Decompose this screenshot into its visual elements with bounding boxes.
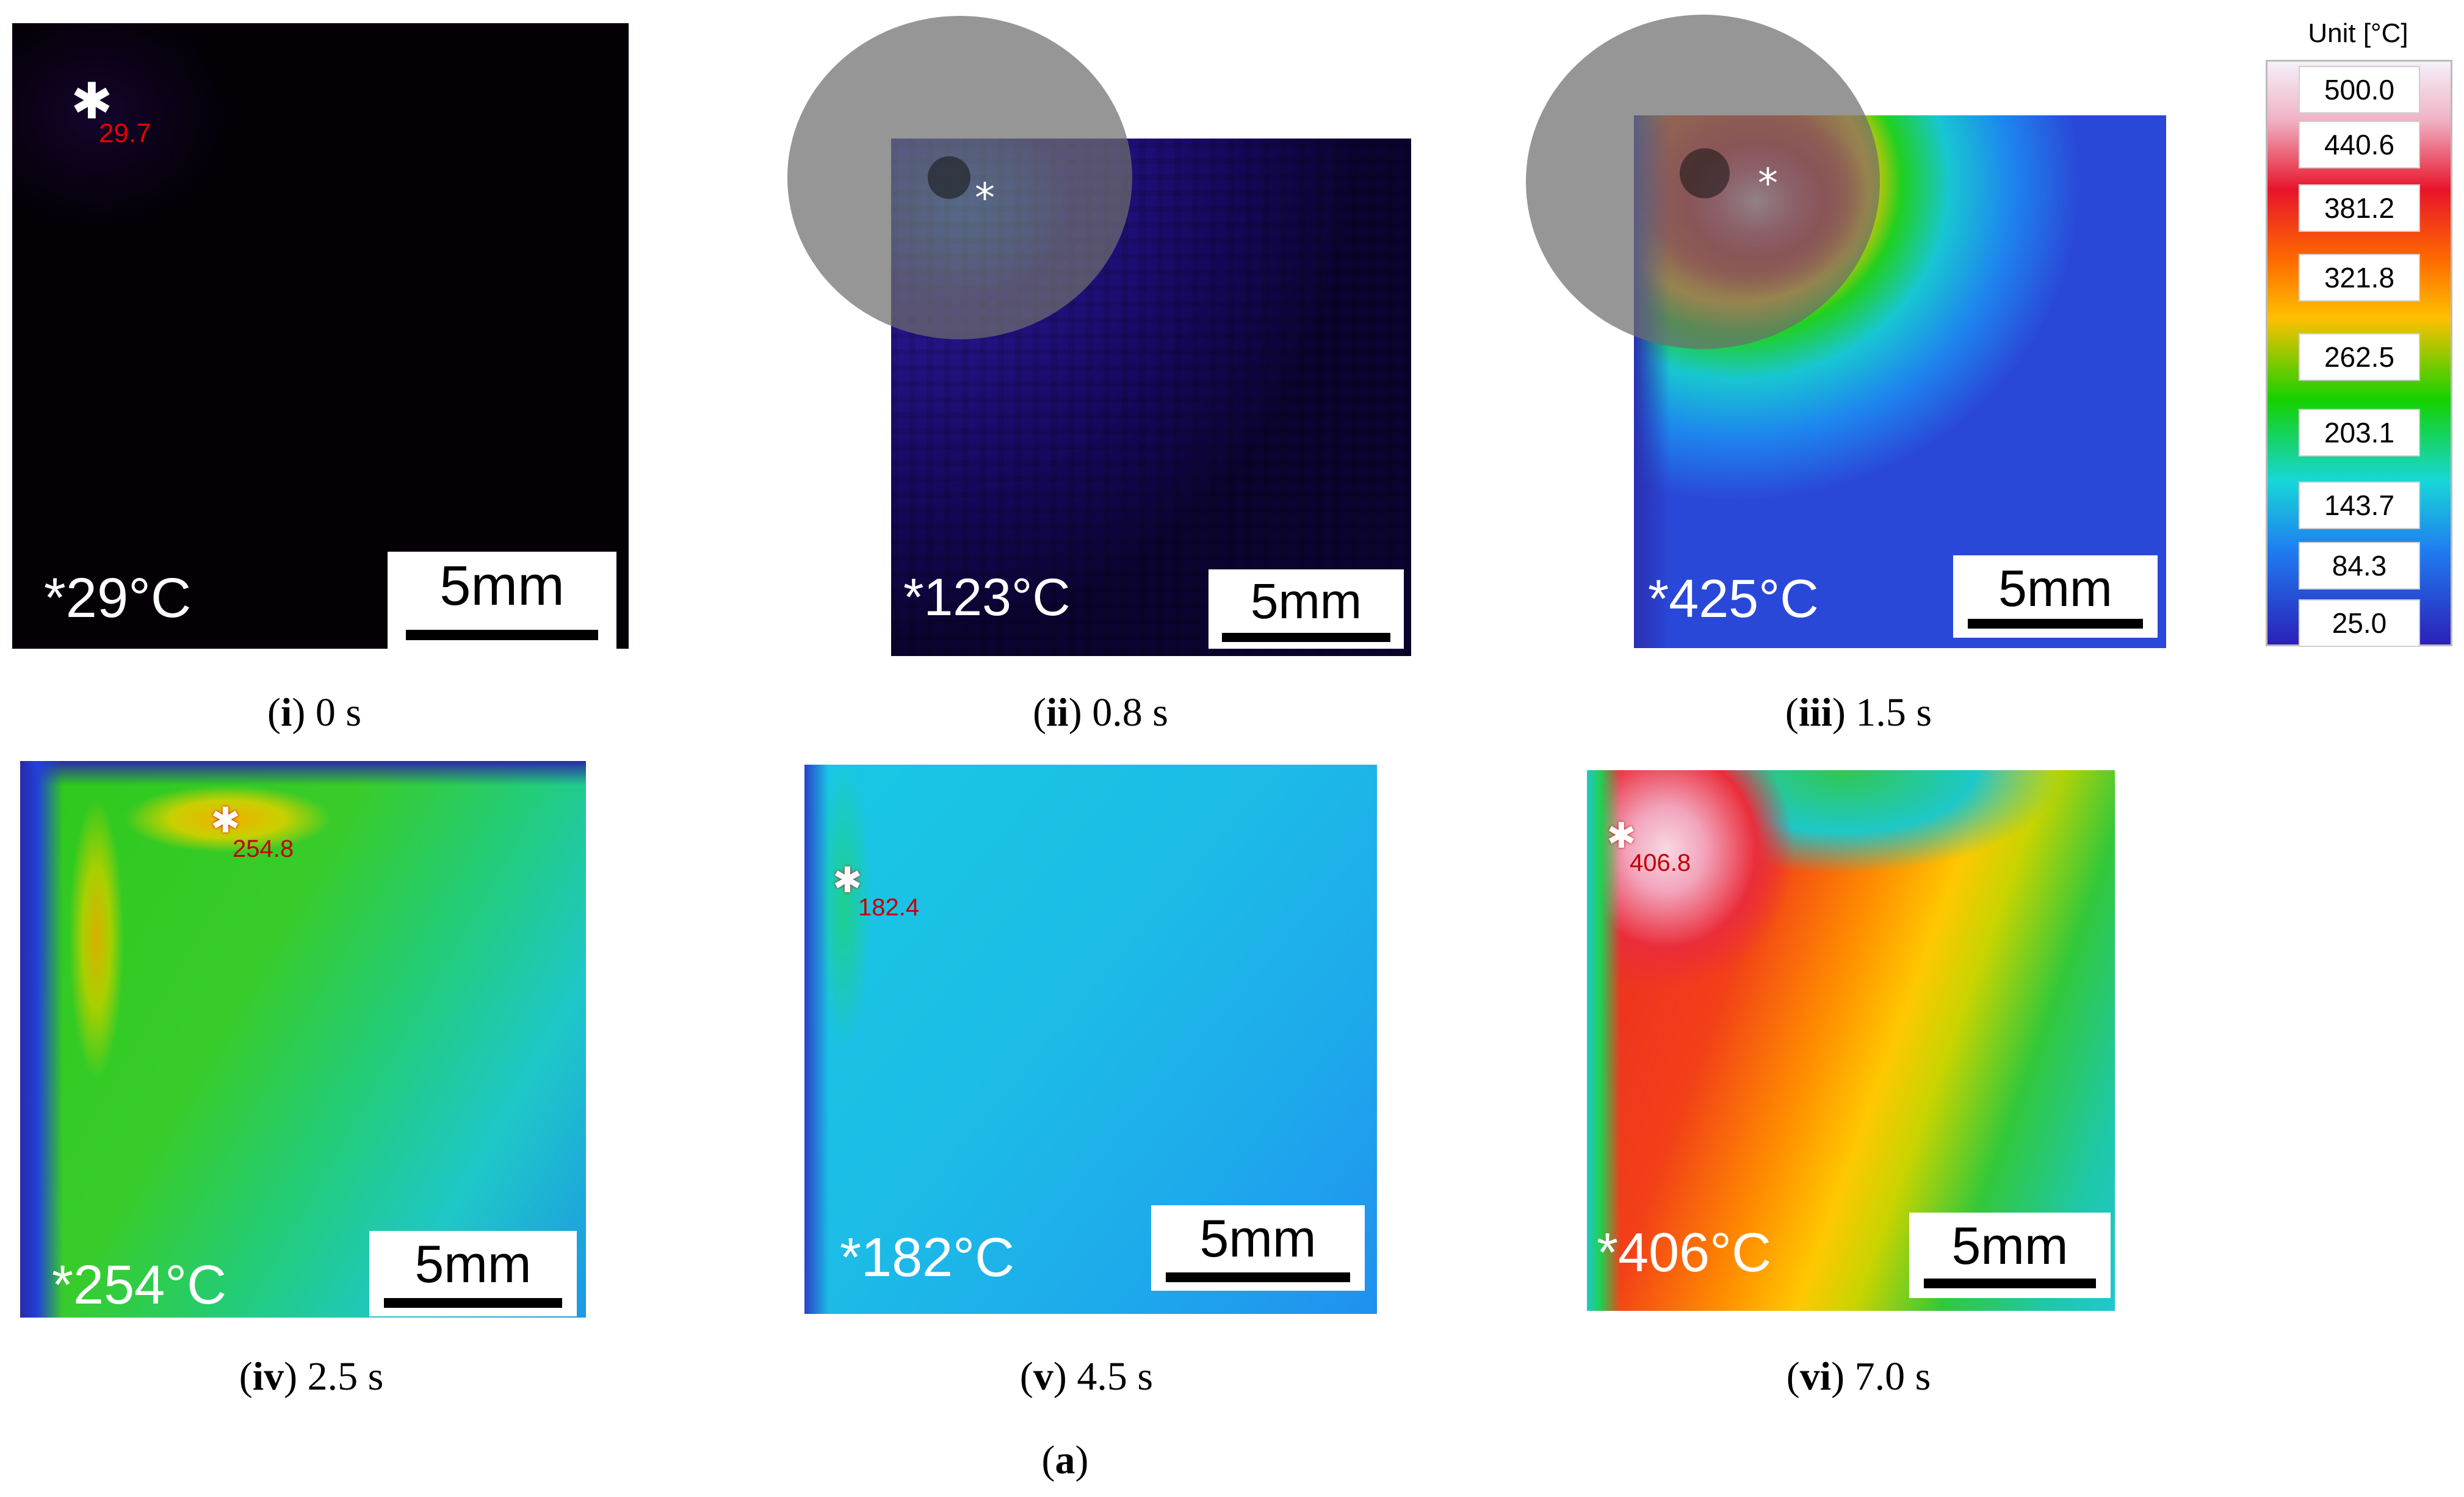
measurement-marker-icon: * — [975, 175, 995, 222]
max-temperature-label: *182°C — [840, 1227, 1015, 1288]
colorbar-tick: 381.2 — [2299, 184, 2420, 232]
scale-bar-label: 5mm — [1199, 1210, 1317, 1268]
figure-caption: (a) — [1041, 1438, 1089, 1482]
scale-bar-label: 5mm — [1951, 1217, 2068, 1275]
max-temperature-label: *254°C — [52, 1255, 227, 1316]
panel-caption-iv: (iv) 2.5 s — [239, 1354, 384, 1399]
thermal-image-vi: ✱ 406.8 *406°C 5mm — [1587, 770, 2115, 1311]
colorbar-tick: 321.8 — [2299, 254, 2420, 301]
measurement-marker-icon: ✱ — [1606, 815, 1636, 856]
scale-bar: 5mm — [388, 552, 616, 649]
colorbar-tick: 143.7 — [2299, 482, 2420, 529]
scale-bar: 5mm — [1209, 569, 1404, 649]
max-temperature-label: *425°C — [1648, 568, 1819, 629]
point-readout: 406.8 — [1630, 850, 1691, 876]
scale-bar-line — [384, 1298, 562, 1308]
panel-caption-iii: (iii) 1.5 s — [1785, 690, 1932, 735]
scale-bar-label: 5mm — [1998, 560, 2112, 617]
scale-bar: 5mm — [1953, 555, 2158, 638]
panel-time: 0 s — [315, 690, 361, 735]
point-readout: 182.4 — [858, 894, 920, 921]
colorbar-tick: 25.0 — [2299, 599, 2420, 647]
panel-caption-i: (i) 0 s — [267, 690, 361, 735]
colorbar-tick: 84.3 — [2299, 542, 2420, 590]
panel-id: v — [1033, 1354, 1053, 1399]
measurement-marker-icon: ✱ — [211, 799, 240, 841]
scale-bar: 5mm — [1909, 1213, 2111, 1298]
panel-caption-vi: (vi) 7.0 s — [1786, 1354, 1931, 1399]
colorbar-tick: 203.1 — [2299, 409, 2420, 456]
panel-time: 0.8 s — [1092, 690, 1168, 735]
scale-bar-label: 5mm — [1250, 574, 1362, 629]
panel-caption-v: (v) 4.5 s — [1019, 1354, 1154, 1399]
scale-bar-label: 5mm — [439, 555, 565, 617]
panel-id: iv — [252, 1354, 284, 1399]
point-readout: 29.7 — [99, 118, 151, 148]
measurement-marker-icon: ✱ — [833, 859, 862, 901]
measurement-marker-icon: * — [1758, 160, 1778, 207]
scale-bar-line — [1924, 1279, 2096, 1288]
panel-id: i — [280, 690, 292, 735]
scale-bar: 5mm — [369, 1231, 577, 1316]
thermal-image-iv: ✱ 254.8 *254°C 5mm — [20, 761, 586, 1318]
max-temperature-label: *29°C — [44, 567, 192, 629]
scale-bar-line — [1166, 1272, 1350, 1282]
scale-bar-line — [1968, 619, 2143, 629]
panel-time: 1.5 s — [1855, 690, 1932, 735]
panel-id: ii — [1046, 690, 1069, 735]
point-readout: 254.8 — [233, 835, 294, 862]
colorbar-tick: 440.6 — [2299, 121, 2420, 168]
thermal-image-v: ✱ 182.4 *182°C 5mm — [804, 765, 1377, 1314]
panel-id: iii — [1798, 690, 1832, 735]
panel-caption-ii: (ii) 0.8 s — [1033, 690, 1168, 735]
colorbar-title: Unit [°C] — [2308, 18, 2408, 48]
max-temperature-label: *406°C — [1597, 1222, 1772, 1283]
temperature-colorbar: Unit [°C] 500.0 440.6 381.2 321.8 262.5 … — [2262, 12, 2454, 647]
max-temperature-label: *123°C — [903, 568, 1071, 627]
panel-id: vi — [1799, 1354, 1832, 1399]
figure-id: a — [1055, 1438, 1075, 1482]
panel-time: 4.5 s — [1077, 1354, 1154, 1399]
colorbar-tick: 262.5 — [2299, 333, 2420, 381]
panel-time: 2.5 s — [307, 1354, 384, 1399]
panel-time: 7.0 s — [1854, 1354, 1931, 1399]
scale-bar-line — [1222, 633, 1390, 642]
scale-bar-label: 5mm — [414, 1235, 532, 1294]
shadow-dot — [1680, 148, 1730, 198]
thermal-image-i: ✱ 29.7 *29°C 5mm — [12, 23, 629, 649]
scale-bar-line — [406, 630, 598, 640]
shadow-dot — [928, 156, 970, 199]
colorbar-tick: 500.0 — [2299, 66, 2420, 114]
scale-bar: 5mm — [1151, 1205, 1365, 1291]
measurement-marker-icon: ✱ — [71, 73, 113, 131]
